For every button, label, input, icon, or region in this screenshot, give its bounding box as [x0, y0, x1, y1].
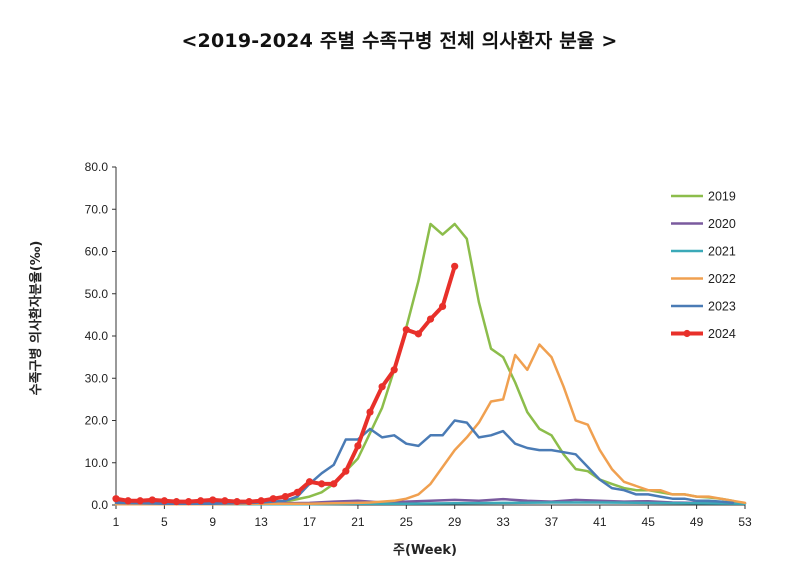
legend-label: 2023 — [708, 300, 736, 314]
y-tick-label: 50.0 — [85, 287, 109, 301]
legend-item-2024: 2024 — [671, 327, 736, 341]
data-point-2024 — [233, 498, 241, 506]
y-tick-label: 60.0 — [85, 245, 109, 259]
series-line-2019 — [114, 222, 735, 505]
data-point-2024 — [148, 496, 156, 504]
legend-label: 2019 — [708, 190, 736, 204]
x-tick-label: 53 — [738, 515, 752, 529]
data-point-2024 — [390, 366, 398, 374]
data-point-2024 — [402, 326, 410, 334]
x-tick-label: 37 — [545, 515, 559, 529]
x-tick-label: 49 — [690, 515, 704, 529]
series-2023 — [114, 419, 735, 505]
data-point-2024 — [451, 262, 459, 270]
data-point-2024 — [438, 302, 447, 311]
y-tick-label: 20.0 — [85, 414, 109, 428]
x-tick-label: 21 — [351, 515, 365, 529]
x-tick-label: 13 — [254, 515, 268, 529]
data-point-2024 — [342, 467, 350, 475]
x-tick-label: 1 — [113, 515, 120, 529]
data-point-2024 — [305, 478, 314, 486]
data-point-2024 — [269, 495, 277, 503]
series-line-2024 — [114, 264, 457, 504]
data-point-2024 — [197, 497, 205, 505]
legend-label: 2022 — [708, 272, 736, 286]
data-point-2024 — [318, 480, 326, 488]
x-tick-label: 9 — [209, 515, 216, 529]
series-layer — [112, 222, 747, 506]
y-axis-label: 수족구병 의사환자분율(‰) — [28, 241, 44, 396]
x-tick-label: 29 — [448, 515, 462, 529]
x-tick-label: 25 — [400, 515, 414, 529]
data-point-2024 — [136, 497, 144, 505]
series-line-2022 — [114, 343, 747, 506]
data-point-2024 — [330, 480, 338, 488]
series-line-2023 — [114, 419, 735, 505]
data-point-2024 — [366, 408, 374, 416]
series-2022 — [114, 343, 747, 506]
data-point-2024 — [426, 315, 435, 323]
data-point-2024 — [160, 497, 168, 505]
y-tick-label: 10.0 — [85, 456, 109, 470]
chart-axes: 0.0 10.0 20.0 30.0 40.0 50.0 60.0 70.0 80.0 1 5 9 13… — [85, 160, 752, 529]
data-point-2024 — [221, 497, 229, 505]
y-tick-label: 80.0 — [85, 160, 109, 174]
data-point-2024 — [172, 498, 181, 506]
x-tick-label: 17 — [303, 515, 317, 529]
x-tick-label: 45 — [642, 515, 656, 529]
legend-item-2023: 2023 — [671, 300, 736, 314]
data-point-2024 — [257, 497, 265, 505]
x-tick-label: 41 — [593, 515, 607, 529]
series-2024 — [112, 262, 459, 506]
y-tick-label: 30.0 — [85, 371, 109, 385]
series-2019 — [114, 222, 735, 505]
y-tick-label: 40.0 — [85, 329, 109, 343]
chart-legend: 2019 2020 2021 2022 2023 2024 — [671, 190, 736, 341]
data-point-2024 — [245, 498, 253, 506]
data-point-2024 — [281, 492, 289, 501]
data-point-2024 — [414, 330, 423, 338]
legend-label: 2020 — [708, 217, 736, 231]
legend-item-2021: 2021 — [671, 245, 736, 259]
data-point-2024 — [124, 497, 132, 505]
legend-item-2019: 2019 — [671, 190, 736, 204]
y-tick-label: 70.0 — [85, 202, 109, 216]
chart-title: <2019-2024 주별 수족구병 전체 의사환자 분율 > — [181, 30, 618, 52]
data-point-2024 — [378, 383, 386, 391]
legend-item-2022: 2022 — [671, 272, 736, 286]
data-point-2024 — [112, 495, 120, 503]
x-axis-label: 주(Week) — [393, 543, 457, 558]
data-point-2024 — [354, 442, 362, 450]
data-point-2024 — [184, 498, 193, 506]
y-tick-label: 0.0 — [91, 498, 108, 512]
legend-marker — [683, 329, 691, 338]
legend-label: 2024 — [708, 327, 736, 341]
data-point-2024 — [209, 496, 217, 504]
x-tick-label: 33 — [496, 515, 510, 529]
x-tick-label: 5 — [161, 515, 168, 529]
data-point-2024 — [293, 488, 302, 496]
legend-label: 2021 — [708, 245, 736, 259]
legend-item-2020: 2020 — [671, 217, 736, 231]
